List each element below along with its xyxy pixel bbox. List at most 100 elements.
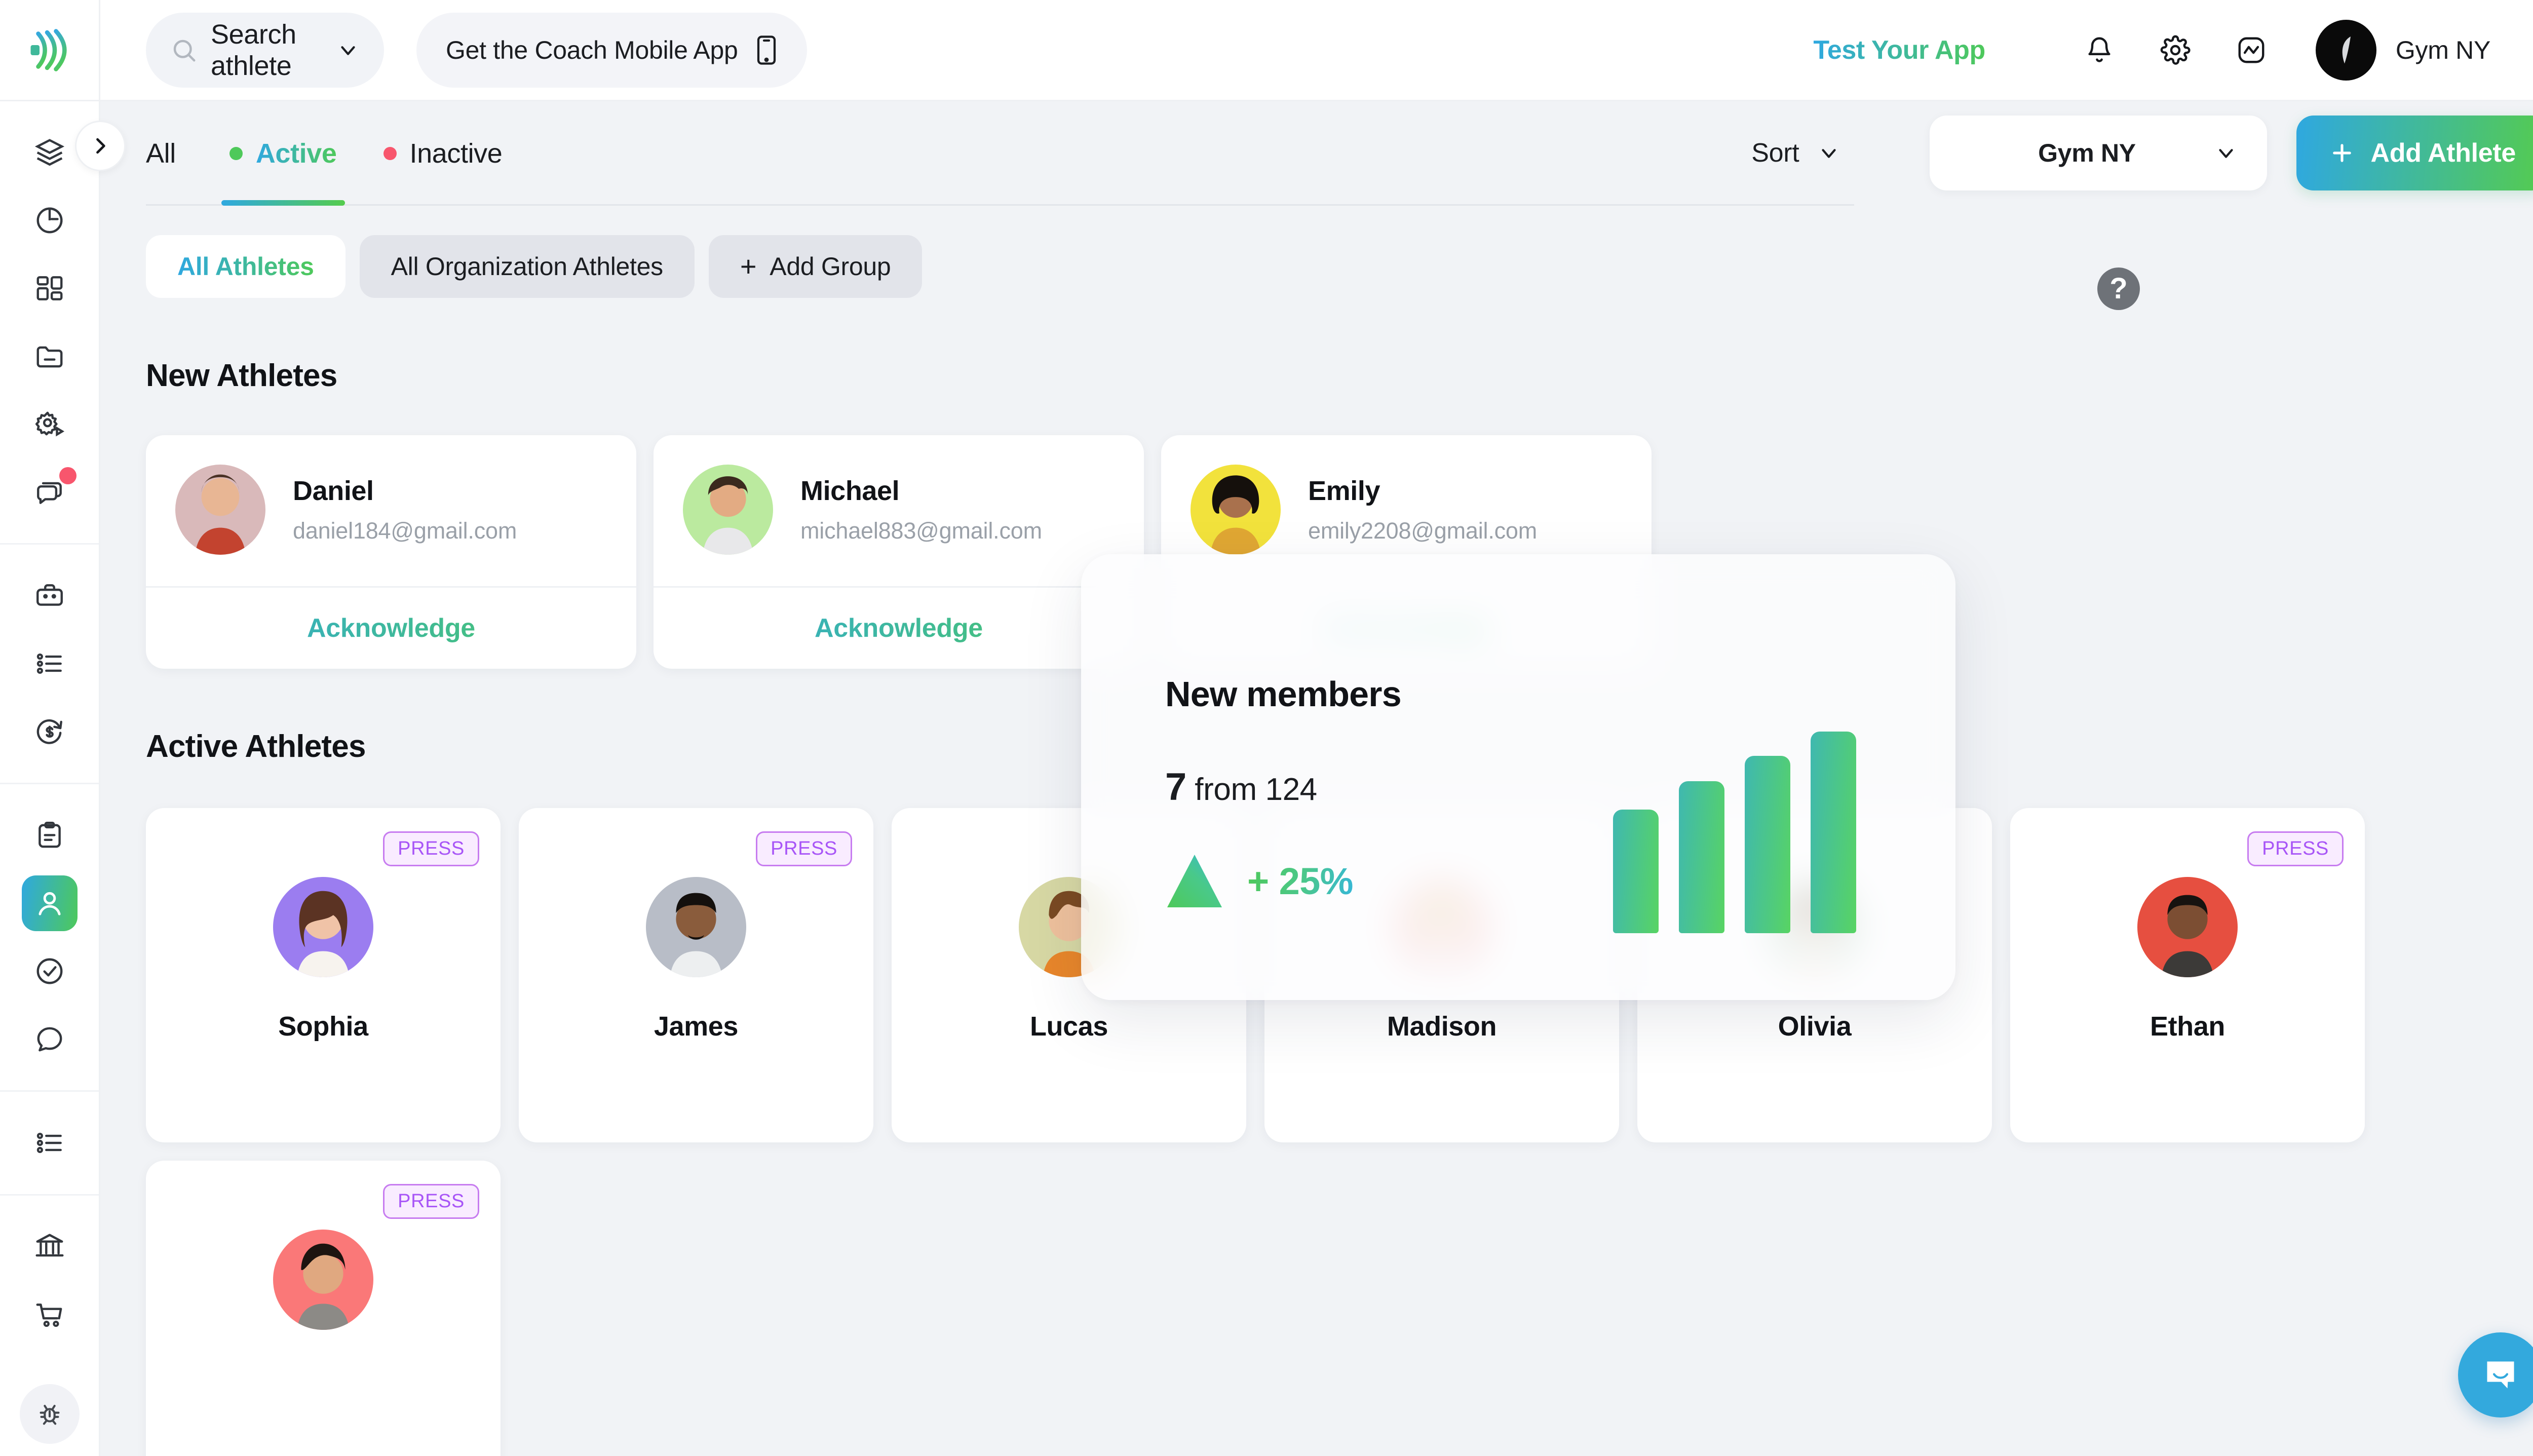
sidebar-item-automation[interactable] — [22, 396, 78, 452]
acknowledge-button[interactable]: Acknowledge — [654, 588, 1144, 669]
get-coach-mobile-app-button[interactable]: Get the Coach Mobile App — [416, 12, 807, 88]
sort-label: Sort — [1751, 138, 1799, 168]
clipboard-icon — [38, 822, 61, 848]
avatar — [273, 1230, 373, 1330]
org-name-label: Gym NY — [2395, 35, 2490, 64]
sidebar-item-grid[interactable] — [22, 260, 78, 316]
check-circle-icon — [36, 958, 62, 984]
popup-delta-row: + 25% — [1165, 853, 1955, 909]
athlete-email: emily2208@gmail.com — [1308, 518, 1538, 544]
sidebar-item-athletes[interactable] — [21, 875, 78, 931]
notification-dot — [59, 467, 76, 484]
settings-button[interactable] — [2137, 12, 2213, 88]
sidebar-group-primary — [0, 101, 99, 545]
chevron-right-icon — [96, 138, 105, 154]
acknowledge-button[interactable]: Acknowledge — [146, 588, 636, 669]
new-members-bar-chart — [1613, 715, 1856, 933]
search-input-text: Search athlete — [211, 19, 296, 81]
athlete-name: Michael — [800, 476, 900, 506]
sidebar-item-layers[interactable] — [22, 125, 78, 180]
chip-add-group[interactable]: + Add Group — [708, 235, 923, 298]
divider — [654, 586, 1144, 588]
athlete-name: Lucas — [1029, 1011, 1108, 1042]
popup-delta-percent: + 25% — [1247, 860, 1353, 902]
gym-select[interactable]: Gym NY — [1930, 116, 2268, 190]
tab-inactive-label: Inactive — [409, 138, 503, 169]
sidebar-item-briefcase[interactable] — [22, 568, 78, 624]
athlete-name: Madison — [1387, 1011, 1497, 1042]
tab-all[interactable]: All — [146, 101, 206, 206]
dollar-refund-icon — [36, 719, 62, 744]
new-athlete-card[interactable]: Michael michael883@gmail.com Acknowledge — [654, 435, 1144, 669]
sort-button[interactable]: Sort — [1751, 138, 1840, 168]
activity-button[interactable] — [2213, 12, 2289, 88]
avatar-portrait — [297, 891, 350, 977]
test-your-app-link[interactable]: Test Your App — [1813, 35, 1985, 65]
chip-all-athletes-label: All Athletes — [177, 252, 314, 281]
athlete-card[interactable]: PRESS Sophia — [146, 808, 501, 1142]
gym-select-value: Gym NY — [2038, 139, 2136, 167]
athlete-card[interactable]: PRESS — [146, 1161, 501, 1456]
sidebar-item-payments[interactable] — [22, 704, 78, 759]
status-badge: PRESS — [2247, 831, 2344, 866]
sidebar-item-folder[interactable] — [22, 328, 78, 384]
leaf-avatar-icon — [2342, 36, 2351, 63]
popup-count-row: 7 from 124 — [1165, 765, 1955, 809]
tab-active-label: Active — [255, 138, 337, 169]
tab-active[interactable]: Active — [206, 101, 360, 206]
chip-all-organization-athletes[interactable]: All Organization Athletes — [359, 235, 695, 298]
sidebar-item-completed[interactable] — [22, 943, 78, 999]
chat-widget-button[interactable] — [2458, 1332, 2533, 1417]
sidebar-item-messages[interactable] — [22, 464, 78, 520]
sidebar-expand-button[interactable] — [75, 121, 126, 171]
avatar-portrait — [297, 1243, 350, 1330]
sidebar-item-bank[interactable] — [22, 1219, 78, 1275]
popup-total: from 124 — [1195, 772, 1317, 807]
tabs-underline — [146, 204, 1854, 206]
search-icon — [173, 40, 196, 61]
help-button[interactable]: ? — [2097, 267, 2140, 310]
new-athlete-card[interactable]: Daniel daniel184@gmail.com Acknowledge — [146, 435, 636, 669]
chevron-down-icon — [2219, 149, 2234, 158]
chip-all-organization-athletes-label: All Organization Athletes — [391, 252, 664, 281]
tab-inactive[interactable]: Inactive — [360, 101, 526, 206]
new-athlete-info: Emily emily2208@gmail.com — [1308, 475, 1537, 544]
chip-all-athletes[interactable]: All Athletes — [146, 235, 346, 298]
briefcase-icon — [36, 584, 63, 606]
sidebar-item-list[interactable] — [22, 636, 78, 692]
sidebar-item-feedback[interactable] — [22, 1011, 78, 1067]
athlete-card[interactable]: PRESS James — [519, 808, 873, 1142]
athlete-card[interactable]: PRESS Ethan — [2010, 808, 2365, 1142]
bar-4 — [1811, 732, 1856, 933]
avatar-portrait — [195, 474, 246, 555]
grid-icon — [36, 276, 62, 300]
chip-add-group-label: Add Group — [770, 252, 891, 281]
folder-icon — [36, 346, 62, 368]
athlete-name: Ethan — [2150, 1011, 2225, 1042]
new-athlete-card-body: Daniel daniel184@gmail.com — [146, 435, 636, 586]
avatar-portrait — [670, 893, 722, 977]
brand-arcs-logo-icon — [30, 28, 67, 71]
list-icon — [36, 1132, 62, 1154]
sidebar-item-programs[interactable] — [22, 808, 78, 863]
notifications-button[interactable] — [2061, 12, 2137, 88]
avatar — [2137, 877, 2238, 977]
sidebar — [0, 101, 100, 1456]
sidebar-item-dashboard-pie[interactable] — [22, 193, 78, 248]
coach-app-label: Get the Coach Mobile App — [446, 35, 738, 64]
search-input[interactable]: Search athlete — [146, 12, 384, 88]
new-members-popup[interactable]: New members 7 from 124 + 25% — [1081, 554, 1955, 1000]
add-athlete-button[interactable]: Add Athlete — [2296, 116, 2533, 190]
avatar — [683, 465, 773, 555]
bug-icon — [40, 1404, 59, 1425]
bar-3 — [1745, 756, 1790, 933]
chevron-down-icon — [341, 46, 355, 55]
report-bug-button[interactable] — [19, 1384, 80, 1444]
sidebar-group-business — [0, 1196, 99, 1366]
new-athlete-card-body: Emily emily2208@gmail.com — [1161, 435, 1652, 586]
brand-logo[interactable] — [0, 0, 100, 101]
sidebar-item-exercises[interactable] — [22, 1115, 78, 1171]
sidebar-item-store[interactable] — [22, 1287, 78, 1343]
account-menu[interactable]: Gym NY — [2315, 19, 2533, 81]
